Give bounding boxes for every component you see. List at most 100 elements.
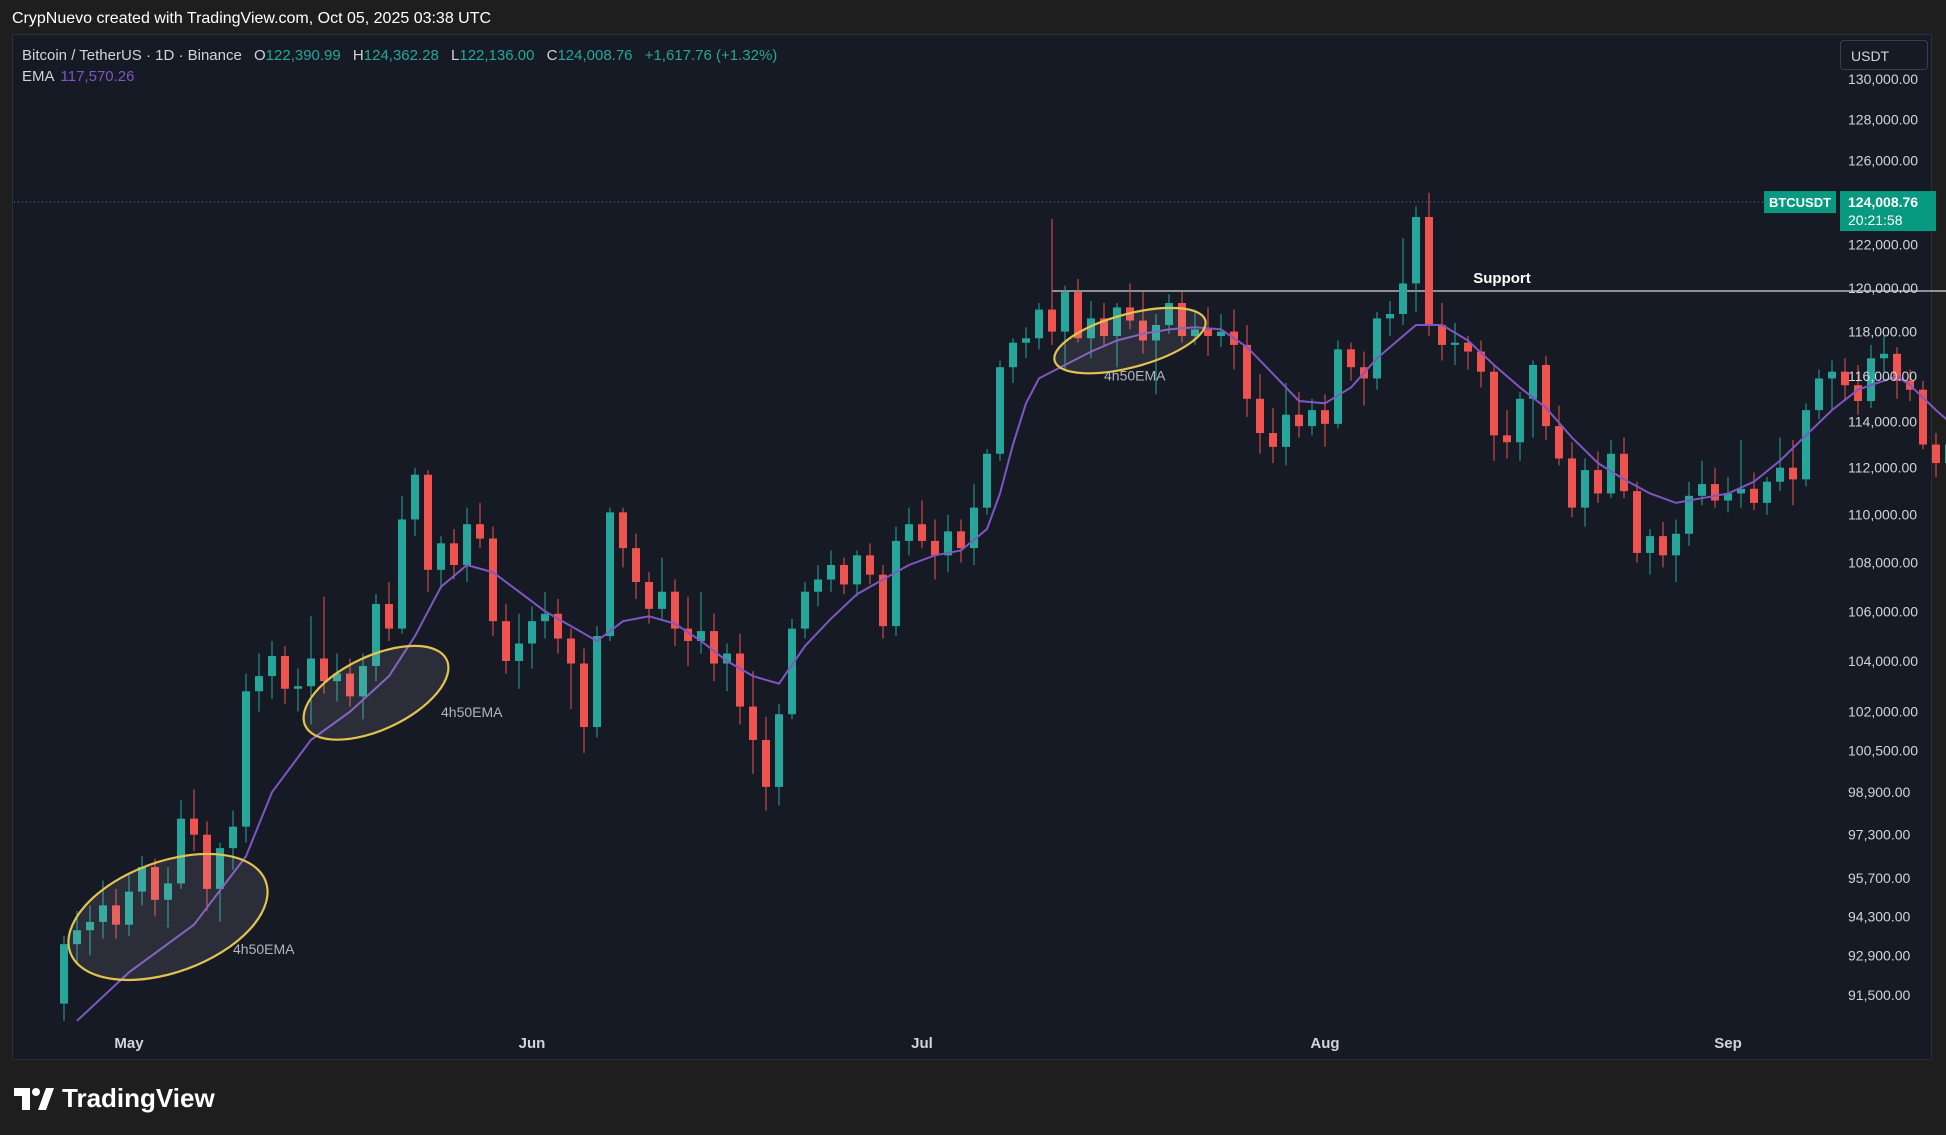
candle-body (86, 921, 94, 931)
candle-body (1880, 353, 1888, 359)
candle-body (567, 638, 575, 664)
high-label: H (352, 47, 364, 64)
candle-body (1373, 318, 1381, 379)
candle-body (1295, 414, 1303, 427)
candle-body (255, 676, 263, 692)
candle-body (580, 663, 588, 728)
ema-annotation: 4h50EMA (441, 704, 503, 720)
candle-body (1516, 398, 1524, 443)
y-axis-tick: 108,000.00 (1848, 555, 1918, 571)
y-axis-tick: 95,700.00 (1848, 870, 1910, 886)
candle-body (1763, 481, 1771, 503)
candle-body (359, 666, 367, 697)
candle-body (1334, 349, 1342, 424)
candle-body (489, 538, 497, 622)
candle-body (1100, 318, 1108, 337)
candle-body (892, 540, 900, 627)
candle-body (203, 834, 211, 889)
candle-body (658, 591, 666, 609)
candle-body (1191, 329, 1199, 337)
y-axis-tick: 122,000.00 (1848, 237, 1918, 253)
ema-annotation: 4h50EMA (1104, 368, 1166, 384)
y-axis-tick: 91,500.00 (1848, 987, 1910, 1003)
candle-body (398, 519, 406, 629)
candle-body (138, 867, 146, 892)
candle-body (372, 603, 380, 667)
x-axis-label: Jul (911, 1035, 933, 1052)
candle-body (1087, 318, 1095, 339)
candle-body (1529, 364, 1537, 399)
candle-body (775, 714, 783, 787)
symbol-tag-bg (1764, 191, 1836, 214)
candle-body (1555, 426, 1563, 459)
candle-body (1256, 398, 1264, 434)
price-tag-countdown: 20:21:58 (1848, 212, 1903, 228)
candle-body (437, 543, 445, 570)
highlight-ellipse (67, 852, 269, 982)
candle-body (1061, 292, 1069, 332)
candle-body (1204, 329, 1212, 337)
y-axis-tick: 130,000.00 (1848, 71, 1918, 87)
candle-body (1282, 414, 1290, 447)
candle-body (73, 930, 81, 945)
x-axis-label: Sep (1714, 1035, 1742, 1052)
open-label: O (254, 47, 266, 64)
candle-body (801, 591, 809, 629)
candle-body (320, 658, 328, 682)
y-axis-tick: 102,000.00 (1848, 704, 1918, 720)
y-axis-tick: 110,000.00 (1848, 507, 1917, 523)
highlight-ellipse (1053, 306, 1207, 375)
candle-body (736, 653, 744, 707)
y-axis-tick: 106,000.00 (1848, 603, 1918, 619)
candle-body (827, 564, 835, 580)
candle-body (151, 867, 159, 900)
candle-body (1841, 371, 1849, 386)
ema-indicator-label[interactable]: EMA (22, 68, 55, 85)
candle-body (307, 658, 315, 687)
candle-body (1867, 358, 1875, 402)
candle-body (918, 524, 926, 541)
chart-attribution: CrypNuevo created with TradingView.com, … (12, 10, 492, 27)
candle-body (593, 636, 601, 728)
x-axis-label: Jun (519, 1035, 546, 1052)
candle-body (1503, 435, 1511, 443)
candle-body (1074, 292, 1082, 339)
candle-body (333, 673, 341, 682)
candle-body (541, 613, 549, 622)
candle-body (1464, 342, 1472, 352)
candle-body (1737, 488, 1745, 494)
candle-body (1594, 470, 1602, 494)
candle-body (294, 686, 302, 689)
candle-body (1399, 283, 1407, 314)
currency-selector[interactable]: USDT (1840, 40, 1928, 70)
candle-body (1048, 309, 1056, 332)
low-value: 122,136.00 (459, 47, 535, 64)
symbol-title[interactable]: Bitcoin / TetherUS · 1D · Binance (22, 47, 242, 64)
x-axis-label: May (114, 1035, 144, 1052)
candle-body (1802, 410, 1810, 480)
ema-indicator-value: 117,570.26 (60, 68, 135, 85)
candle-body (385, 603, 393, 629)
candle-body (125, 891, 133, 925)
highlight-ellipse (302, 644, 450, 741)
symbol-tag-label: BTCUSDT (1769, 195, 1831, 210)
candle-body (632, 548, 640, 582)
candle-body (1581, 470, 1589, 508)
y-axis-tick: 94,300.00 (1848, 908, 1910, 924)
candle-body (177, 818, 185, 884)
candle-body (281, 655, 289, 689)
y-axis-tick: 114,000.00 (1848, 414, 1917, 430)
tradingview-logo[interactable]: TradingView (14, 1083, 215, 1114)
price-tag-bg (1840, 191, 1936, 232)
candle-body (1425, 217, 1433, 325)
x-axis-label: Aug (1310, 1035, 1339, 1052)
candle-body (1165, 303, 1173, 325)
candle-body (1386, 313, 1394, 319)
candle-body (242, 691, 250, 827)
candle-body (1724, 493, 1732, 501)
candle-body (1178, 303, 1186, 337)
y-axis-tick: 126,000.00 (1848, 153, 1918, 169)
tradingview-brand: TradingView (62, 1083, 215, 1113)
candle-body (268, 655, 276, 677)
